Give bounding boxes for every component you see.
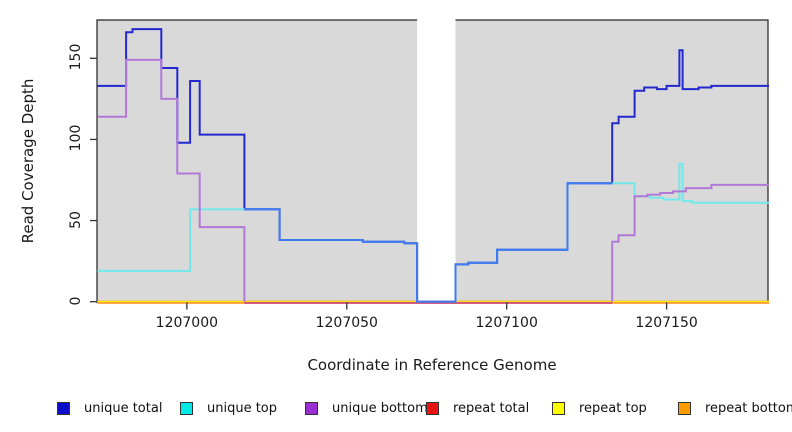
y-axis-title: Read Coverage Depth	[19, 78, 37, 244]
legend-label: unique bottom	[332, 400, 428, 416]
legend-label: unique top	[207, 400, 278, 416]
y-tick-label-50: 50	[68, 210, 84, 229]
x-tick-label-1207000: 1207000	[155, 315, 219, 331]
series-line-unique-top	[97, 208, 245, 272]
repeat-total-swatch-icon	[426, 401, 439, 415]
plot-canvas	[90, 19, 769, 310]
unique-bottom-swatch-icon	[305, 401, 318, 415]
legend-item-repeat-total: repeat total	[426, 399, 529, 417]
x-tick-label-1207100: 1207100	[475, 315, 538, 331]
legend-item-unique-top: unique top	[180, 399, 277, 417]
legend-label: unique total	[84, 400, 163, 416]
series-line-unique-bottom	[97, 58, 246, 302]
unique-top-swatch-icon	[180, 401, 193, 415]
x-axis-title: Coordinate in Reference Genome	[307, 356, 557, 374]
gap-band	[417, 19, 456, 304]
legend-label: repeat total	[453, 400, 530, 416]
y-tick-label-150: 150	[68, 43, 84, 71]
repeat-bottom-swatch-icon	[678, 401, 691, 415]
y-tick-label-100: 100	[68, 125, 84, 152]
legend-item-unique-bottom: unique bottom	[305, 399, 428, 417]
legend-item-repeat-top: repeat top	[552, 399, 647, 417]
x-tick-label-1207150: 1207150	[635, 315, 698, 331]
legend-item-repeat-bottom: repeat bottom	[678, 399, 792, 417]
legend-label: repeat top	[579, 400, 647, 416]
unique-total-swatch-icon	[57, 401, 70, 415]
x-tick-label-1207050: 1207050	[315, 315, 378, 331]
legend: unique total unique top unique bottom re…	[0, 399, 792, 421]
y-tick-label-0: 0	[68, 296, 84, 306]
series-line-unique-bottom	[611, 183, 769, 302]
series-line-unique-total-coincides-with-unique-top	[244, 182, 613, 303]
legend-label: repeat bottom	[705, 400, 792, 416]
repeat-top-swatch-icon	[552, 401, 565, 415]
legend-item-unique-total: unique total	[57, 399, 162, 417]
